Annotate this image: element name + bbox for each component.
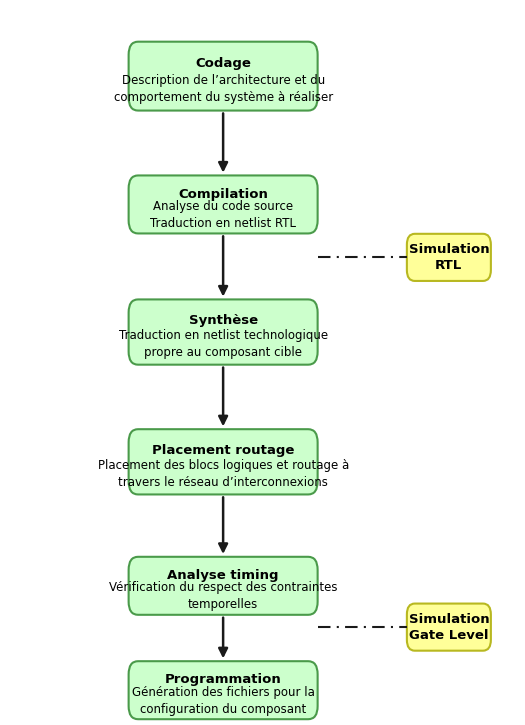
Text: Placement des blocs logiques et routage à
travers le réseau d’interconnexions: Placement des blocs logiques et routage … bbox=[98, 459, 349, 489]
FancyBboxPatch shape bbox=[129, 299, 318, 365]
Text: Simulation
Gate Level: Simulation Gate Level bbox=[408, 613, 489, 642]
Text: Codage: Codage bbox=[195, 57, 251, 70]
Text: Génération des fichiers pour la
configuration du composant: Génération des fichiers pour la configur… bbox=[132, 686, 314, 716]
Text: Synthèse: Synthèse bbox=[188, 314, 258, 327]
Text: Compilation: Compilation bbox=[178, 188, 268, 201]
Text: Description de l’architecture et du
comportement du système à réaliser: Description de l’architecture et du comp… bbox=[113, 73, 333, 104]
Text: Placement routage: Placement routage bbox=[152, 444, 295, 457]
FancyBboxPatch shape bbox=[407, 233, 491, 281]
FancyBboxPatch shape bbox=[129, 661, 318, 719]
FancyBboxPatch shape bbox=[407, 603, 491, 651]
Text: Analyse du code source
Traduction en netlist RTL: Analyse du code source Traduction en net… bbox=[150, 200, 296, 230]
Text: Traduction en netlist technologique
propre au composant cible: Traduction en netlist technologique prop… bbox=[119, 329, 328, 359]
Text: Simulation
RTL: Simulation RTL bbox=[408, 243, 489, 272]
Text: Analyse timing: Analyse timing bbox=[167, 569, 279, 582]
FancyBboxPatch shape bbox=[129, 175, 318, 233]
Text: Vérification du respect des contraintes
temporelles: Vérification du respect des contraintes … bbox=[109, 581, 338, 611]
FancyBboxPatch shape bbox=[129, 557, 318, 615]
Text: Programmation: Programmation bbox=[165, 674, 281, 687]
FancyBboxPatch shape bbox=[129, 42, 318, 111]
FancyBboxPatch shape bbox=[129, 429, 318, 494]
